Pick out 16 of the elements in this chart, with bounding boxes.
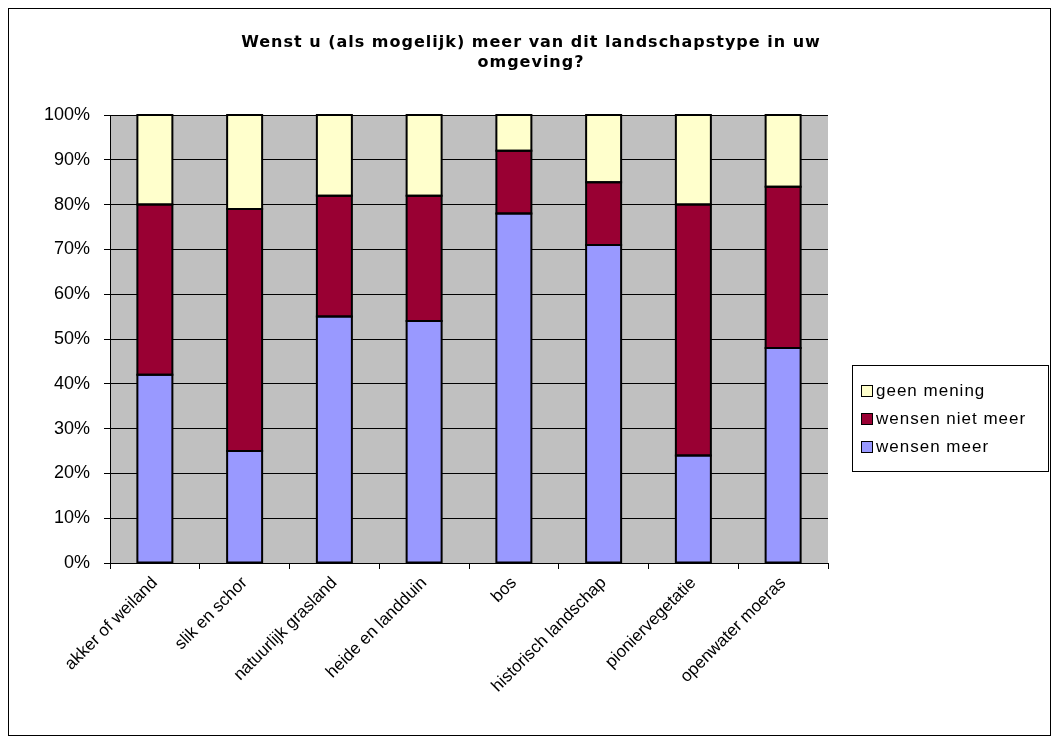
y-tick-label: 90% — [53, 148, 90, 169]
y-tick-label: 100% — [43, 103, 90, 124]
y-tick-label: 0% — [63, 551, 90, 572]
x-tick-label: bos — [487, 572, 521, 606]
legend-label: wensen niet meer — [876, 409, 1027, 429]
y-tick-label: 70% — [53, 238, 90, 259]
y-tick-label: 60% — [53, 283, 90, 304]
y-tick-label: 30% — [53, 417, 90, 438]
chart-title: Wenst u (als mogelijk) meer van dit landschapstype in uw omgeving? — [240, 32, 822, 72]
y-tick-label: 10% — [53, 507, 90, 528]
y-tick-label: 50% — [53, 327, 90, 348]
legend-label: geen mening — [876, 381, 986, 401]
y-tick-label: 20% — [53, 462, 90, 483]
legend-label: wensen meer — [876, 437, 990, 457]
y-tick-label: 40% — [53, 372, 90, 393]
y-tick-label: 80% — [53, 193, 90, 214]
